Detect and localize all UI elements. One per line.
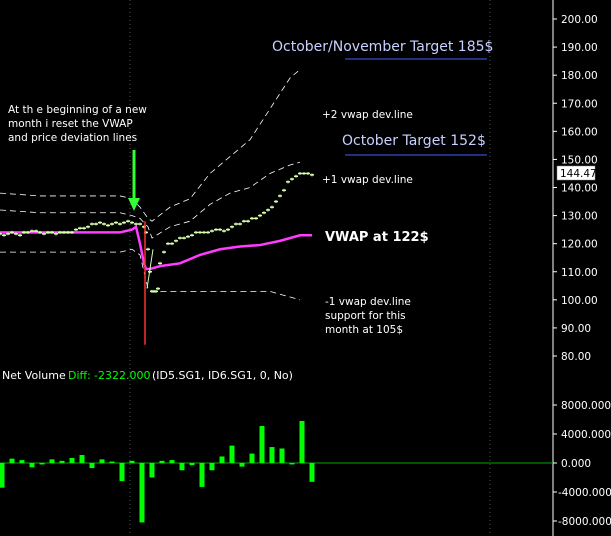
- price-axis: 200.00 190.00 180.00 170.00 160.00 150.00 140.…: [553, 14, 598, 363]
- price-tick-label: 150.00: [561, 154, 598, 166]
- price-tick-label: 90.00: [561, 323, 591, 335]
- annotation-minus1-l2: support for this: [325, 310, 406, 322]
- volume-bar: [99, 459, 105, 463]
- volume-bar: [119, 463, 125, 482]
- series--1-vwap-dev-line: [0, 161, 301, 239]
- annotation-plus1: +1 vwap dev.line: [322, 174, 413, 186]
- annotation-oct-nov-target: October/November Target 185$: [272, 39, 493, 55]
- arrow-icon: [128, 150, 140, 211]
- volume-bar: [29, 463, 35, 468]
- volume-bar: [209, 463, 215, 471]
- volume-bar: [89, 463, 95, 469]
- volume-params: (ID5.SG1, ID6.SG1, 0, No): [152, 369, 293, 382]
- volume-bar: [129, 460, 135, 463]
- volume-tick-label: -8000.000: [558, 516, 611, 528]
- volume-bar: [259, 426, 265, 463]
- price-tick-label: 130.00: [561, 211, 598, 223]
- volume-bar: [159, 460, 165, 463]
- volume-tick-label: 4000.000: [561, 429, 611, 441]
- volume-bar: [109, 461, 115, 463]
- price-tick-label: 180.00: [561, 70, 598, 82]
- annotation-minus1-l3: month at 105$: [325, 324, 403, 336]
- series--1-vwap-dev-line: [0, 248, 301, 301]
- price-tick-label: 200.00: [561, 14, 598, 26]
- volume-bar: [289, 463, 295, 465]
- volume-diff-value: -2322.000: [94, 369, 150, 382]
- volume-bar: [179, 463, 185, 471]
- volume-bar: [59, 460, 65, 463]
- price-series: [0, 171, 314, 345]
- price-tick-label: 120.00: [561, 239, 598, 251]
- price-bar-recovery: [146, 249, 154, 289]
- last-price-label: 144.47: [560, 168, 597, 180]
- volume-bar: [219, 456, 225, 463]
- volume-bar: [139, 463, 145, 523]
- volume-bar: [19, 460, 25, 463]
- annotation-vwap: VWAP at 122$: [325, 230, 429, 245]
- price-tick-label: 170.00: [561, 98, 598, 110]
- volume-bar: [39, 463, 45, 465]
- volume-bar: [9, 458, 15, 463]
- volume-bar: [149, 463, 155, 478]
- volume-tick-label: -4000.000: [558, 487, 611, 499]
- note-line-3: and price deviation lines: [8, 132, 137, 144]
- volume-bar: [79, 455, 85, 463]
- price-tick-label: 110.00: [561, 267, 598, 279]
- volume-tick-label: 0.000: [561, 458, 591, 470]
- note-line-1: At th e beginning of a new: [8, 104, 147, 116]
- price-tick-label: 80.00: [561, 351, 591, 363]
- volume-bar: [0, 463, 5, 488]
- price-tick-label: 140.00: [561, 183, 598, 195]
- annotation-plus2: +2 vwap dev.line: [322, 109, 413, 121]
- price-tick-label: 100.00: [561, 295, 598, 307]
- volume-diff-label: Diff:: [68, 369, 91, 382]
- volume-bar: [269, 447, 275, 463]
- volume-bar: [309, 463, 315, 482]
- deviation-lines: [0, 69, 301, 301]
- volume-title: Net Volume: [2, 369, 66, 382]
- series--2-vwap-dev-line: [0, 69, 301, 222]
- volume-bars: [0, 420, 315, 523]
- volume-tick-label: 8000.000: [561, 400, 611, 412]
- volume-bar: [229, 445, 235, 463]
- price-tick-label: 160.00: [561, 126, 598, 138]
- volume-bar: [239, 463, 245, 467]
- volume-bar: [49, 459, 55, 463]
- volume-bar: [189, 463, 195, 466]
- volume-bar: [249, 453, 255, 463]
- annotation-minus1-l1: -1 vwap dev.line: [325, 296, 411, 308]
- volume-header: Net Volume Diff: -2322.000 (ID5.SG1, ID6…: [2, 369, 293, 382]
- annotations: October/November Target 185$ October Tar…: [8, 39, 493, 336]
- volume-bar: [169, 460, 175, 463]
- annotation-oct-target: October Target 152$: [342, 133, 486, 149]
- volume-axis: 8000.000 4000.000 0.000 -4000.000 -8000.000: [553, 400, 611, 528]
- price-tick-label: 190.00: [561, 42, 598, 54]
- note-line-2: month i reset the VWAP: [8, 118, 133, 130]
- last-price-badge: 144.47: [556, 165, 597, 181]
- volume-bar: [299, 420, 305, 463]
- volume-bar: [279, 448, 285, 463]
- volume-bar: [69, 457, 75, 463]
- volume-bar: [199, 463, 205, 487]
